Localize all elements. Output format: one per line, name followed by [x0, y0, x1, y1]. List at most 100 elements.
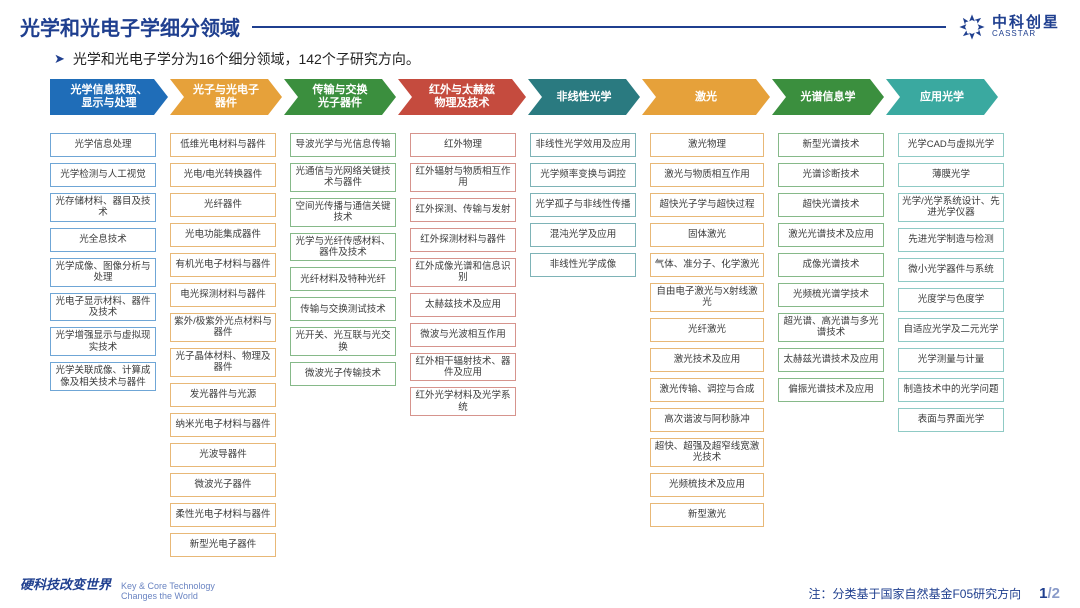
- topic-box: 光电功能集成器件: [170, 223, 276, 247]
- topic-box: 偏振光谱技术及应用: [778, 378, 884, 402]
- topic-box: 光频梳技术及应用: [650, 473, 764, 497]
- category-arrows: 光学信息获取、 显示与处理光子与光电子 器件传输与交换 光子器件红外与太赫兹 物…: [20, 79, 1060, 115]
- topic-box: 光纤器件: [170, 193, 276, 217]
- title-rule: [252, 26, 946, 28]
- topic-box: 电光探测材料与器件: [170, 283, 276, 307]
- topic-box: 光谱诊断技术: [778, 163, 884, 187]
- topic-box: 新型光电子器件: [170, 533, 276, 557]
- column: 非线性光学效用及应用光学频率变换与调控光学孤子与非线性传播混沌光学及应用非线性光…: [530, 133, 636, 557]
- topic-box: 光子晶体材料、物理及器件: [170, 348, 276, 377]
- topic-box: 光学测量与计量: [898, 348, 1004, 372]
- topic-box: 红外物理: [410, 133, 516, 157]
- topic-box: 红外辐射与物质相互作用: [410, 163, 516, 192]
- topic-box: 红外探测材料与器件: [410, 228, 516, 252]
- topic-box: 光学与光纤传感材料、器件及技术: [290, 233, 396, 262]
- topic-box: 导波光学与光信息传输: [290, 133, 396, 157]
- footer-right: 注：分类基于国家自然基金F05研究方向 1/2: [808, 585, 1060, 602]
- category-arrow: 传输与交换 光子器件: [284, 79, 396, 115]
- topic-box: 微波光子传输技术: [290, 362, 396, 386]
- topic-box: 太赫兹技术及应用: [410, 293, 516, 317]
- column: 激光物理激光与物质相互作用超快光子学与超快过程固体激光气体、准分子、化学激光自由…: [650, 133, 764, 557]
- topic-box: 光学检测与人工视觉: [50, 163, 156, 187]
- topic-box: 超光谱、高光谱与多光谱技术: [778, 313, 884, 342]
- logo: 中科创星 CASSTAR: [958, 13, 1060, 41]
- logo-en: CASSTAR: [992, 30, 1060, 38]
- topic-box: 光纤材料及特种光纤: [290, 267, 396, 291]
- topic-box: 空间光传播与通信关键技术: [290, 198, 396, 227]
- category-arrow: 光子与光电子 器件: [170, 79, 282, 115]
- topic-box: 高次谐波与阿秒脉冲: [650, 408, 764, 432]
- topic-box: 光学孤子与非线性传播: [530, 193, 636, 217]
- topic-box: 光全息技术: [50, 228, 156, 252]
- topic-box: 低维光电材料与器件: [170, 133, 276, 157]
- topic-box: 自适应光学及二元光学: [898, 318, 1004, 342]
- topic-box: 光学增强显示与虚拟现实技术: [50, 327, 156, 356]
- topic-box: 光通信与光网络关键技术与器件: [290, 163, 396, 192]
- header: 光学和光电子学细分领域 中科创星: [20, 12, 1060, 41]
- topic-box: 激光光谱技术及应用: [778, 223, 884, 247]
- column: 导波光学与光信息传输光通信与光网络关键技术与器件空间光传播与通信关键技术光学与光…: [290, 133, 396, 557]
- topic-box: 激光物理: [650, 133, 764, 157]
- topic-box: 微波与光波相互作用: [410, 323, 516, 347]
- topic-box: 纳米光电子材料与器件: [170, 413, 276, 437]
- page-title: 光学和光电子学细分领域: [20, 12, 240, 41]
- column: 新型光谱技术光谱诊断技术超快光谱技术激光光谱技术及应用成像光谱技术光频梳光谱学技…: [778, 133, 884, 557]
- topic-box: 固体激光: [650, 223, 764, 247]
- category-arrow: 应用光学: [886, 79, 998, 115]
- topic-box: 表面与界面光学: [898, 408, 1004, 432]
- column: 光学信息处理光学检测与人工视觉光存储材料、器目及技术光全息技术光学成像、图像分析…: [50, 133, 156, 557]
- topic-box: 红外光学材料及光学系统: [410, 387, 516, 416]
- bullet-icon: ➤: [54, 51, 65, 67]
- column: 低维光电材料与器件光电/电光转换器件光纤器件光电功能集成器件有机光电子材料与器件…: [170, 133, 276, 557]
- footer-tagline-en: Key & Core Technology Changes the World: [121, 582, 215, 602]
- topic-box: 红外探测、传输与发射: [410, 198, 516, 222]
- topic-box: 超快、超强及超窄线宽激光技术: [650, 438, 764, 467]
- category-arrow: 激光: [642, 79, 770, 115]
- logo-text: 中科创星 CASSTAR: [992, 15, 1060, 38]
- subtitle-row: ➤ 光学和光电子学分为16个细分领域，142个子研究方向。: [20, 49, 1060, 69]
- topic-box: 气体、准分子、化学激光: [650, 253, 764, 277]
- logo-icon: [958, 13, 986, 41]
- topic-box: 发光器件与光源: [170, 383, 276, 407]
- category-arrow: 非线性光学: [528, 79, 640, 115]
- topic-box: 光学频率变换与调控: [530, 163, 636, 187]
- topic-box: 光学/光学系统设计、先进光学仪器: [898, 193, 1004, 222]
- topic-box: 成像光谱技术: [778, 253, 884, 277]
- topic-box: 光电子显示材料、器件及技术: [50, 293, 156, 322]
- topic-box: 制造技术中的光学问题: [898, 378, 1004, 402]
- topic-box: 微小光学器件与系统: [898, 258, 1004, 282]
- column: 光学CAD与虚拟光学薄膜光学光学/光学系统设计、先进光学仪器先进光学制造与检测微…: [898, 133, 1004, 557]
- footer-left: 硬科技改变世界 Key & Core Technology Changes th…: [20, 574, 215, 602]
- topic-box: 光学信息处理: [50, 133, 156, 157]
- topic-box: 光纤激光: [650, 318, 764, 342]
- columns-container: 光学信息处理光学检测与人工视觉光存储材料、器目及技术光全息技术光学成像、图像分析…: [20, 133, 1060, 557]
- topic-box: 薄膜光学: [898, 163, 1004, 187]
- topic-box: 光开关、光互联与光交换: [290, 327, 396, 356]
- topic-box: 新型光谱技术: [778, 133, 884, 157]
- topic-box: 光学CAD与虚拟光学: [898, 133, 1004, 157]
- topic-box: 自由电子激光与X射线激光: [650, 283, 764, 312]
- category-arrow: 光学信息获取、 显示与处理: [50, 79, 168, 115]
- topic-box: 新型激光: [650, 503, 764, 527]
- topic-box: 紫外/极紫外光点材料与器件: [170, 313, 276, 342]
- topic-box: 先进光学制造与检测: [898, 228, 1004, 252]
- category-arrow: 红外与太赫兹 物理及技术: [398, 79, 526, 115]
- subtitle-text: 光学和光电子学分为16个细分领域，142个子研究方向。: [73, 49, 420, 69]
- topic-box: 光存储材料、器目及技术: [50, 193, 156, 222]
- topic-box: 光度学与色度学: [898, 288, 1004, 312]
- topic-box: 激光技术及应用: [650, 348, 764, 372]
- topic-box: 激光与物质相互作用: [650, 163, 764, 187]
- footer: 硬科技改变世界 Key & Core Technology Changes th…: [0, 574, 1080, 602]
- topic-box: 红外相干辐射技术、器件及应用: [410, 353, 516, 382]
- topic-box: 光频梳光谱学技术: [778, 283, 884, 307]
- footer-tagline-cn: 硬科技改变世界: [20, 574, 111, 593]
- footer-note: 注：分类基于国家自然基金F05研究方向: [808, 585, 1021, 602]
- topic-box: 柔性光电子材料与器件: [170, 503, 276, 527]
- topic-box: 光电/电光转换器件: [170, 163, 276, 187]
- topic-box: 非线性光学效用及应用: [530, 133, 636, 157]
- topic-box: 超快光子学与超快过程: [650, 193, 764, 217]
- topic-box: 微波光子器件: [170, 473, 276, 497]
- topic-box: 混沌光学及应用: [530, 223, 636, 247]
- topic-box: 激光传输、调控与合成: [650, 378, 764, 402]
- topic-box: 光学成像、图像分析与处理: [50, 258, 156, 287]
